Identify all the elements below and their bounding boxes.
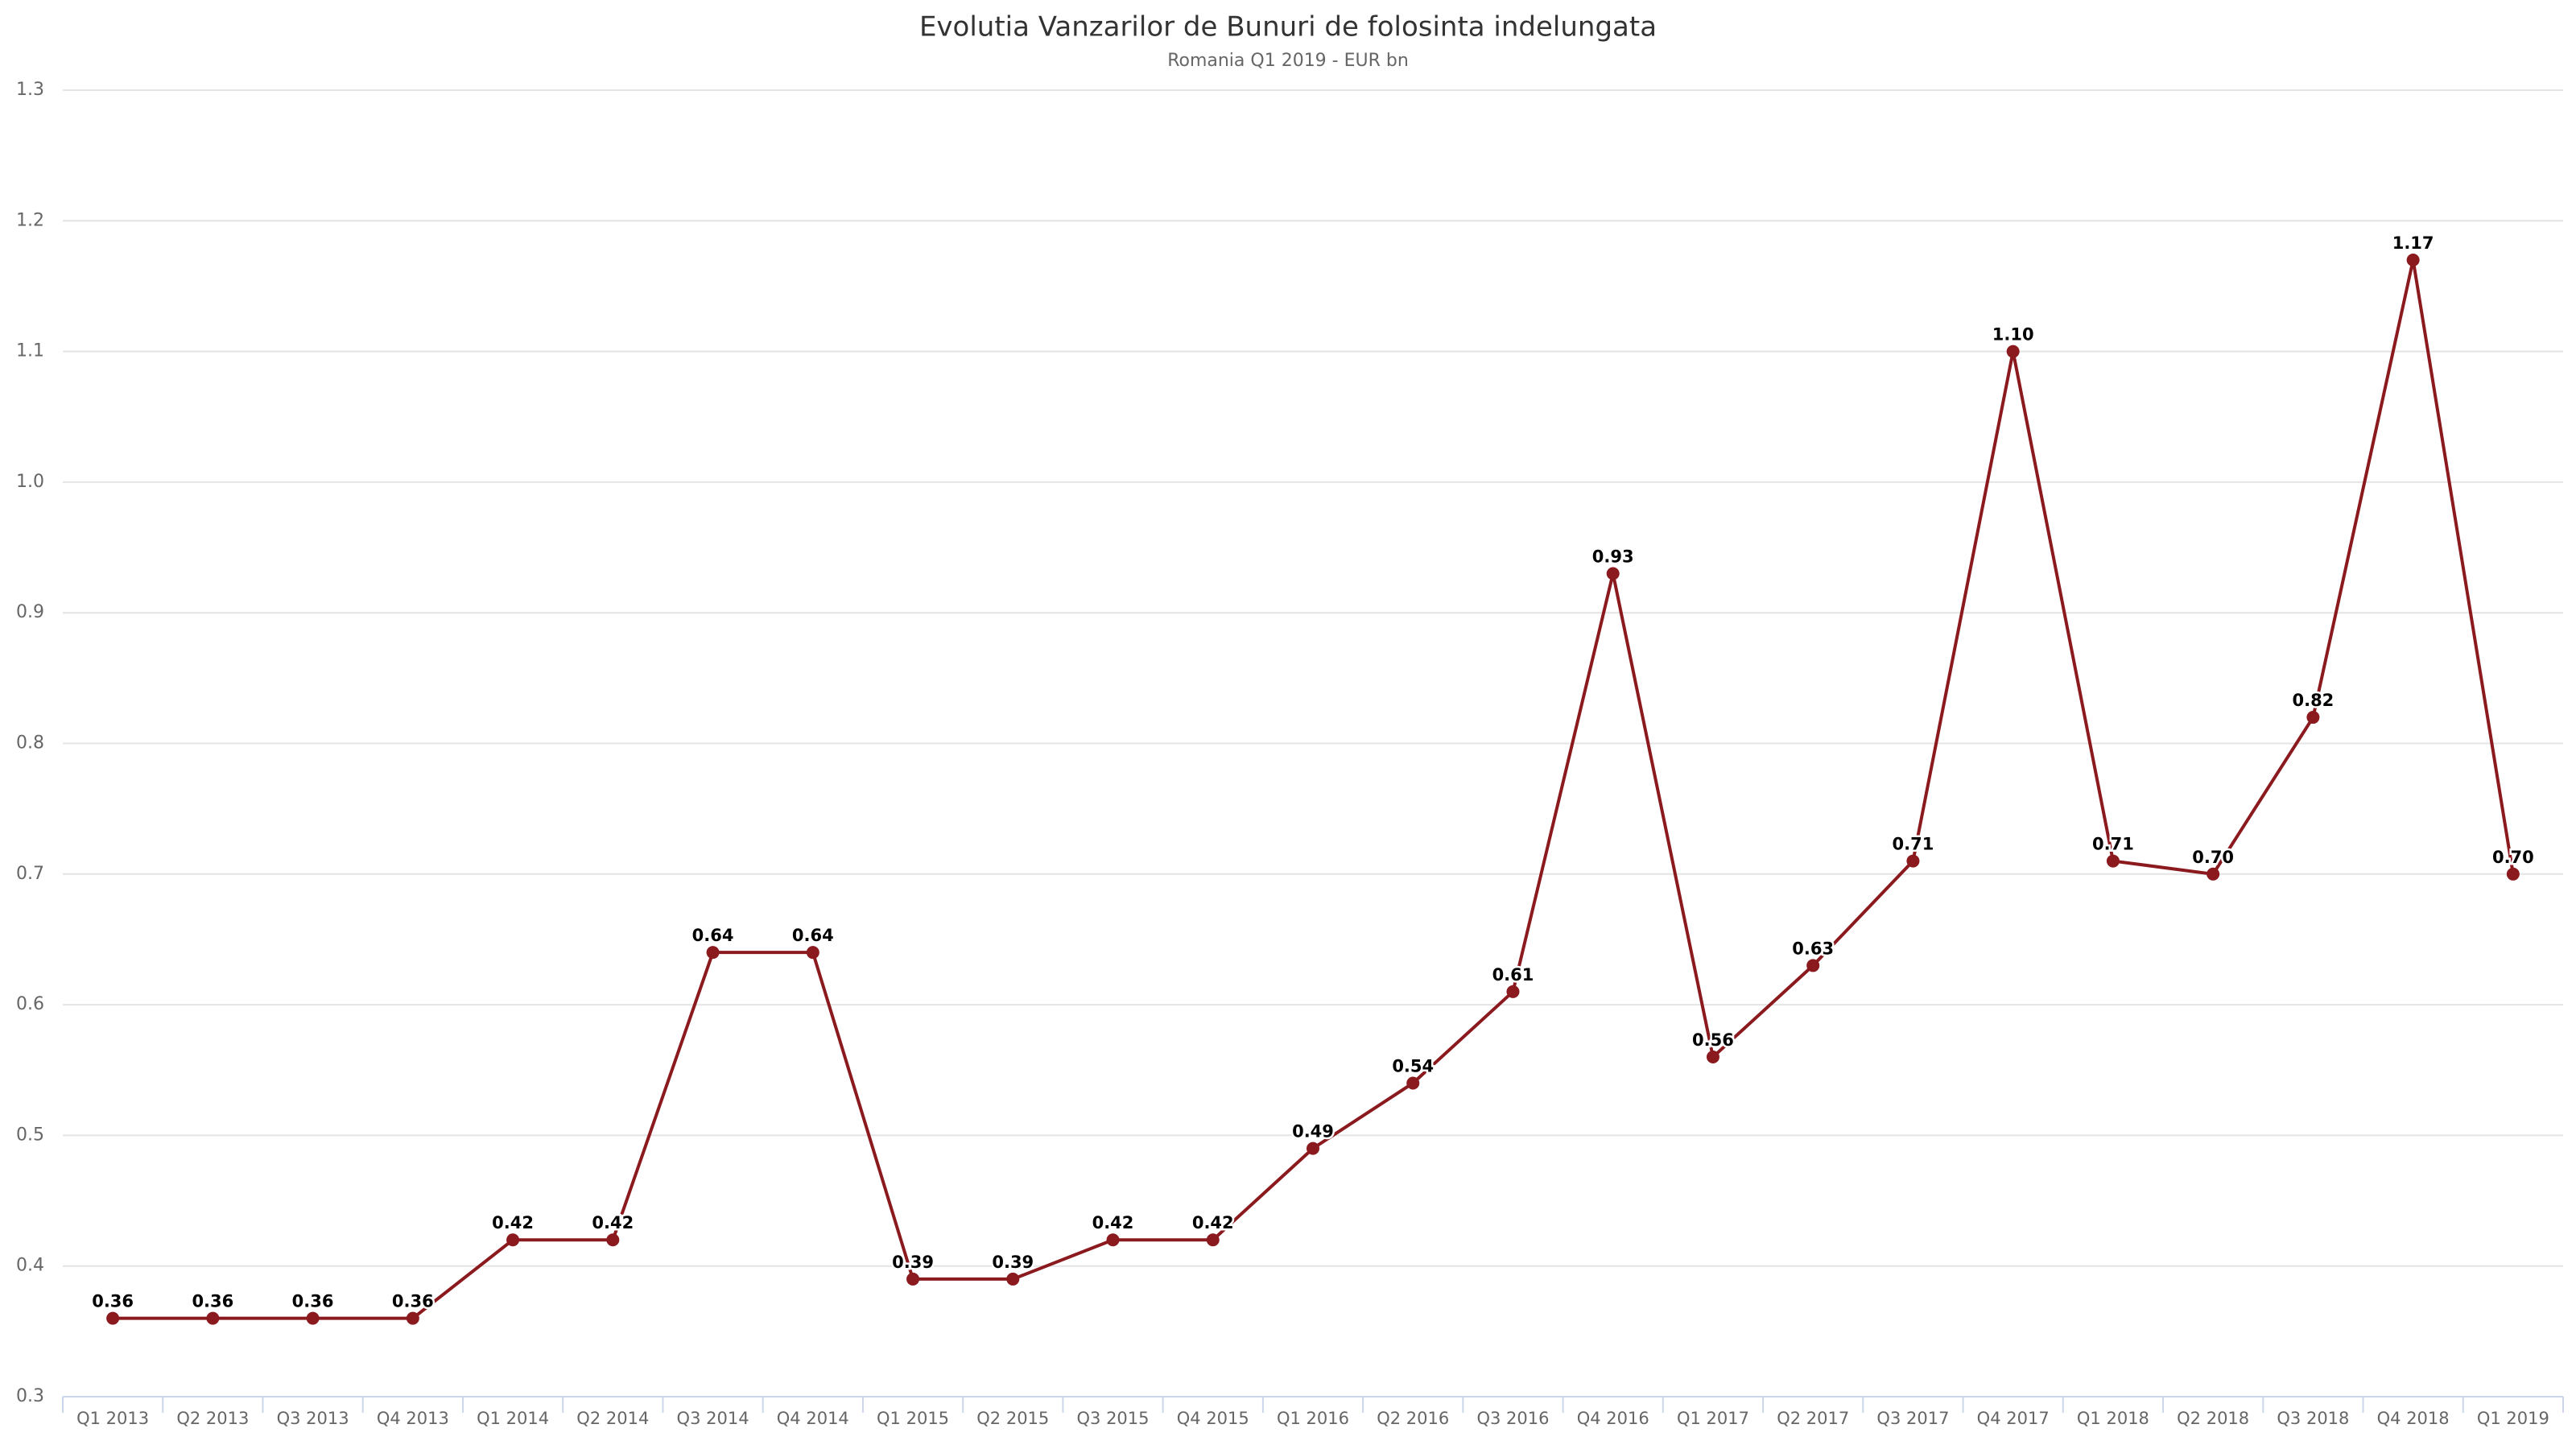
data-label: 0.39 (992, 1253, 1034, 1272)
point (2006, 345, 2020, 358)
x-tick-label: Q3 2013 (277, 1409, 349, 1428)
point (1506, 985, 1520, 998)
data-label: 0.49 (1292, 1122, 1334, 1141)
point (906, 1272, 920, 1286)
point (106, 1311, 120, 1325)
x-tick-label: Q1 2017 (1677, 1409, 1749, 1428)
y-tick-label: 1.2 (16, 210, 44, 230)
x-tick-label: Q4 2015 (1177, 1409, 1249, 1428)
data-label: 1.17 (2392, 233, 2434, 253)
x-tick-label: Q2 2015 (976, 1409, 1049, 1428)
data-label: 0.36 (92, 1292, 134, 1311)
x-tick-label: Q3 2014 (677, 1409, 749, 1428)
y-tick-label: 1.3 (16, 80, 44, 100)
data-label: 0.93 (1592, 547, 1634, 567)
chart-title: Evolutia Vanzarilor de Bunuri de folosin… (919, 11, 1657, 43)
y-tick-label: 0.9 (16, 602, 44, 622)
data-label: 0.42 (1092, 1213, 1134, 1232)
data-label: 0.64 (692, 926, 734, 945)
x-tick-label: Q3 2017 (1876, 1409, 1949, 1428)
point (2306, 711, 2320, 724)
data-label: 0.39 (892, 1253, 934, 1272)
point (506, 1233, 520, 1247)
x-tick-label: Q1 2018 (2077, 1409, 2149, 1428)
y-tick-label: 0.6 (16, 994, 44, 1014)
x-tick-label: Q3 2018 (2277, 1409, 2349, 1428)
data-label: 0.36 (392, 1292, 434, 1311)
point (1606, 567, 1620, 580)
x-tick-label: Q2 2018 (2177, 1409, 2249, 1428)
data-label: 0.71 (2092, 835, 2134, 854)
point (2506, 867, 2520, 881)
x-tick-label: Q2 2017 (1777, 1409, 1849, 1428)
point (1706, 1051, 1719, 1064)
data-label: 0.56 (1692, 1030, 1734, 1050)
x-tick-label: Q2 2013 (176, 1409, 249, 1428)
point (206, 1311, 220, 1325)
point (1906, 854, 1920, 868)
x-tick-label: Q2 2016 (1377, 1409, 1449, 1428)
data-label: 1.10 (1992, 325, 2034, 345)
x-tick-label: Q4 2018 (2377, 1409, 2450, 1428)
point (1406, 1076, 1420, 1090)
data-label: 0.61 (1492, 965, 1534, 985)
x-tick-label: Q1 2013 (76, 1409, 149, 1428)
data-label: 0.42 (1192, 1213, 1234, 1232)
data-label: 0.42 (592, 1213, 634, 1232)
data-label: 0.82 (2292, 691, 2334, 710)
x-tick-label: Q3 2016 (1476, 1409, 1549, 1428)
point (1307, 1141, 1319, 1155)
data-label: 0.71 (1893, 835, 1934, 854)
point (1006, 1272, 1020, 1286)
point (406, 1311, 419, 1325)
x-tick-label: Q1 2016 (1277, 1409, 1349, 1428)
x-tick-label: Q3 2015 (1077, 1409, 1150, 1428)
data-label: 0.70 (2492, 848, 2534, 867)
data-label: 0.36 (192, 1292, 233, 1311)
data-label: 0.64 (792, 926, 834, 945)
y-tick-label: 1.1 (16, 341, 44, 361)
y-tick-label: 0.8 (16, 733, 44, 753)
x-tick-label: Q1 2015 (877, 1409, 949, 1428)
point (606, 1233, 620, 1247)
y-tick-label: 1.0 (16, 472, 44, 492)
point (806, 946, 819, 960)
y-tick-label: 0.4 (16, 1256, 44, 1276)
chart-subtitle: Romania Q1 2019 - EUR bn (1167, 51, 1409, 71)
data-label: 0.42 (492, 1213, 534, 1232)
x-tick-label: Q1 2014 (477, 1409, 549, 1428)
data-label: 0.70 (2192, 848, 2234, 867)
point (1106, 1233, 1120, 1247)
point (2406, 253, 2420, 266)
point (2106, 854, 2120, 868)
point (706, 946, 720, 960)
data-label: 0.63 (1792, 939, 1834, 958)
data-label: 0.36 (292, 1292, 334, 1311)
line (113, 259, 2515, 1320)
point (1806, 959, 1820, 972)
x-tick-label: Q4 2017 (1977, 1409, 2050, 1428)
x-tick-label: Q4 2014 (777, 1409, 849, 1428)
y-tick-label: 0.5 (16, 1125, 44, 1145)
data-label: 0.54 (1392, 1056, 1434, 1075)
point (2207, 867, 2220, 881)
point (1206, 1233, 1220, 1247)
point (306, 1311, 320, 1325)
y-tick-label: 0.3 (16, 1386, 44, 1406)
x-tick-label: Q2 2014 (576, 1409, 649, 1428)
x-tick-label: Q4 2013 (377, 1409, 449, 1428)
y-tick-label: 0.7 (16, 864, 44, 884)
x-tick-label: Q4 2016 (1577, 1409, 1649, 1428)
x-tick-label: Q1 2019 (2477, 1409, 2549, 1428)
